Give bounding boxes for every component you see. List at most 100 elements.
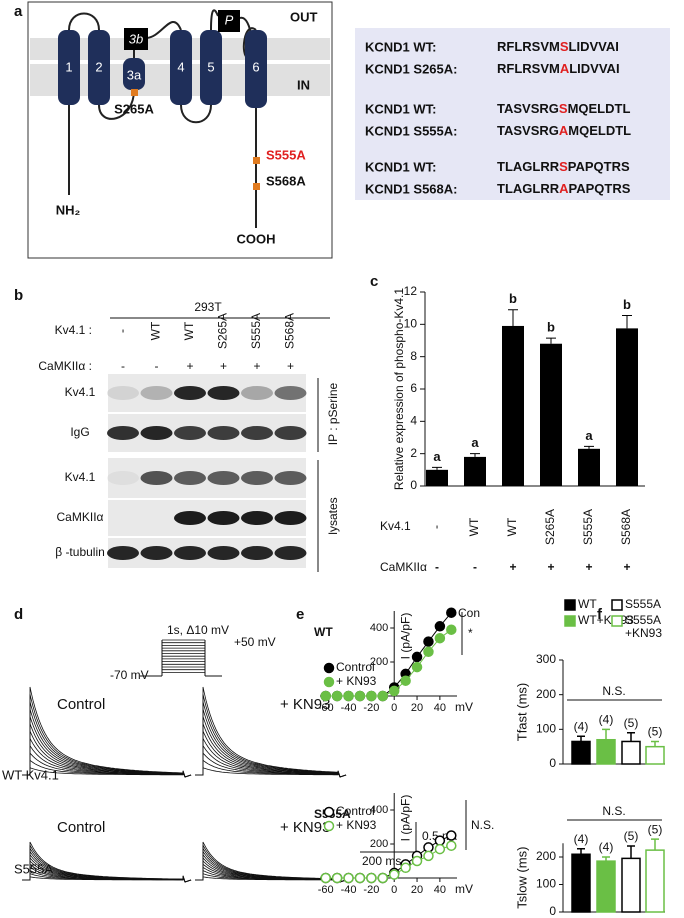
blot-label: Kv4.1: [65, 385, 96, 399]
helix: [170, 30, 192, 105]
panel-label: f: [597, 606, 603, 623]
group-label: lysates: [326, 497, 340, 534]
y-axis-label: Relative expression of phospho-Kv4.1: [392, 288, 406, 490]
y-tick-label: 100: [536, 722, 556, 736]
y-tick-label: 400: [370, 804, 388, 816]
legend-marker: [611, 599, 623, 611]
sequence-name: KCND1 S265A:: [365, 61, 457, 76]
legend-label: S555A +KN93: [625, 614, 663, 640]
blot-label: IgG: [70, 425, 89, 439]
point: [400, 862, 411, 874]
x-tick-label: S265A: [543, 509, 557, 545]
significance-letter: b: [509, 291, 517, 306]
error-bar: [577, 735, 585, 742]
significance-letter: b: [623, 297, 631, 312]
scale-label: 200 ms: [362, 854, 401, 868]
point: [411, 661, 423, 673]
band: [107, 426, 139, 440]
significance-letter: b: [547, 320, 555, 335]
sequence-name: KCND1 WT:: [365, 159, 437, 174]
group-label: IP : pSerine: [326, 382, 340, 445]
band: [274, 471, 307, 485]
legend-label: + KN93: [336, 674, 377, 688]
band: [174, 426, 206, 440]
panel-label: c: [370, 273, 378, 290]
site-marker: [131, 89, 138, 96]
point: [446, 830, 457, 841]
point: [411, 651, 423, 663]
error-bar: [584, 445, 594, 449]
lane-sign: +: [287, 359, 294, 373]
lane-label: S265A: [216, 313, 230, 349]
sequence-part: MQELDTL: [568, 123, 631, 138]
sequence-part: LIDVVAI: [569, 39, 619, 54]
bar: [571, 853, 591, 913]
point: [423, 636, 434, 647]
error-bar: [651, 740, 659, 747]
helix: [88, 30, 110, 105]
bar: [596, 738, 616, 765]
loop: [68, 12, 100, 31]
error-bar: [622, 314, 632, 329]
error-bar: [577, 848, 585, 855]
helix-3b: [124, 28, 148, 50]
point: [343, 872, 354, 884]
lane-sign: -: [155, 359, 159, 373]
legend-label: + KN93: [336, 818, 377, 832]
bar: [621, 740, 641, 765]
sequence-part: PAPQTRS: [569, 181, 631, 196]
panel-label: d: [14, 606, 23, 623]
n-label: (5): [624, 829, 639, 843]
lane-sign: +: [253, 359, 260, 373]
point: [434, 632, 446, 644]
band: [274, 546, 307, 560]
helix-label: 2: [95, 59, 102, 74]
point: [446, 624, 457, 635]
bar: [596, 860, 616, 913]
point: [331, 872, 343, 884]
legend-entry: WT: [578, 598, 597, 611]
x-tick-label: -20: [363, 702, 379, 714]
chart-title: WT: [314, 625, 333, 639]
y-tick-label: 10: [404, 317, 418, 331]
current-trace: [195, 686, 347, 778]
lane-label: WT: [149, 321, 163, 340]
sequence-part: PAPQTRS: [568, 159, 630, 174]
loop: [98, 89, 135, 120]
legend-entry: S555A: [625, 598, 661, 611]
x-tick-label: 40: [434, 884, 446, 896]
band: [207, 546, 240, 560]
sequence-part: TASVSRG: [497, 123, 559, 138]
sequence-part: RFLRSVM: [497, 39, 560, 54]
point: [320, 872, 331, 884]
point: [434, 843, 446, 855]
point: [366, 872, 377, 884]
sequence-site: A: [559, 181, 569, 196]
error-bar: [602, 856, 610, 862]
pore-box: [218, 10, 240, 32]
bar: [464, 456, 486, 486]
x-axis-label: mV: [455, 700, 473, 714]
x-tick-label: +: [623, 560, 630, 574]
band: [140, 386, 173, 400]
panel-label: a: [14, 3, 23, 20]
y-tick-label: 0: [410, 478, 417, 492]
sequence-name: KCND1 S568A:: [365, 181, 457, 196]
lane-label: S568A: [283, 313, 297, 349]
legend-label: Control: [336, 660, 375, 674]
y-axis-label: Tslow (ms): [514, 847, 529, 909]
band: [207, 471, 240, 485]
sequence-name: KCND1 WT:: [365, 101, 437, 116]
helix: [58, 30, 80, 105]
bar: [645, 849, 665, 913]
protocol-label: -70 mV: [110, 668, 149, 682]
x-tick-label: +: [585, 560, 592, 574]
annotation: Con: [458, 606, 480, 620]
protocol-label: 1s, Δ10 mV: [167, 623, 229, 637]
blot: [108, 374, 306, 412]
blot-label: Kv4.1: [65, 470, 96, 484]
y-tick-label: 4: [410, 414, 417, 428]
band: [107, 471, 139, 485]
annotation: N.S.: [471, 818, 494, 832]
significance-letter: a: [585, 428, 593, 443]
